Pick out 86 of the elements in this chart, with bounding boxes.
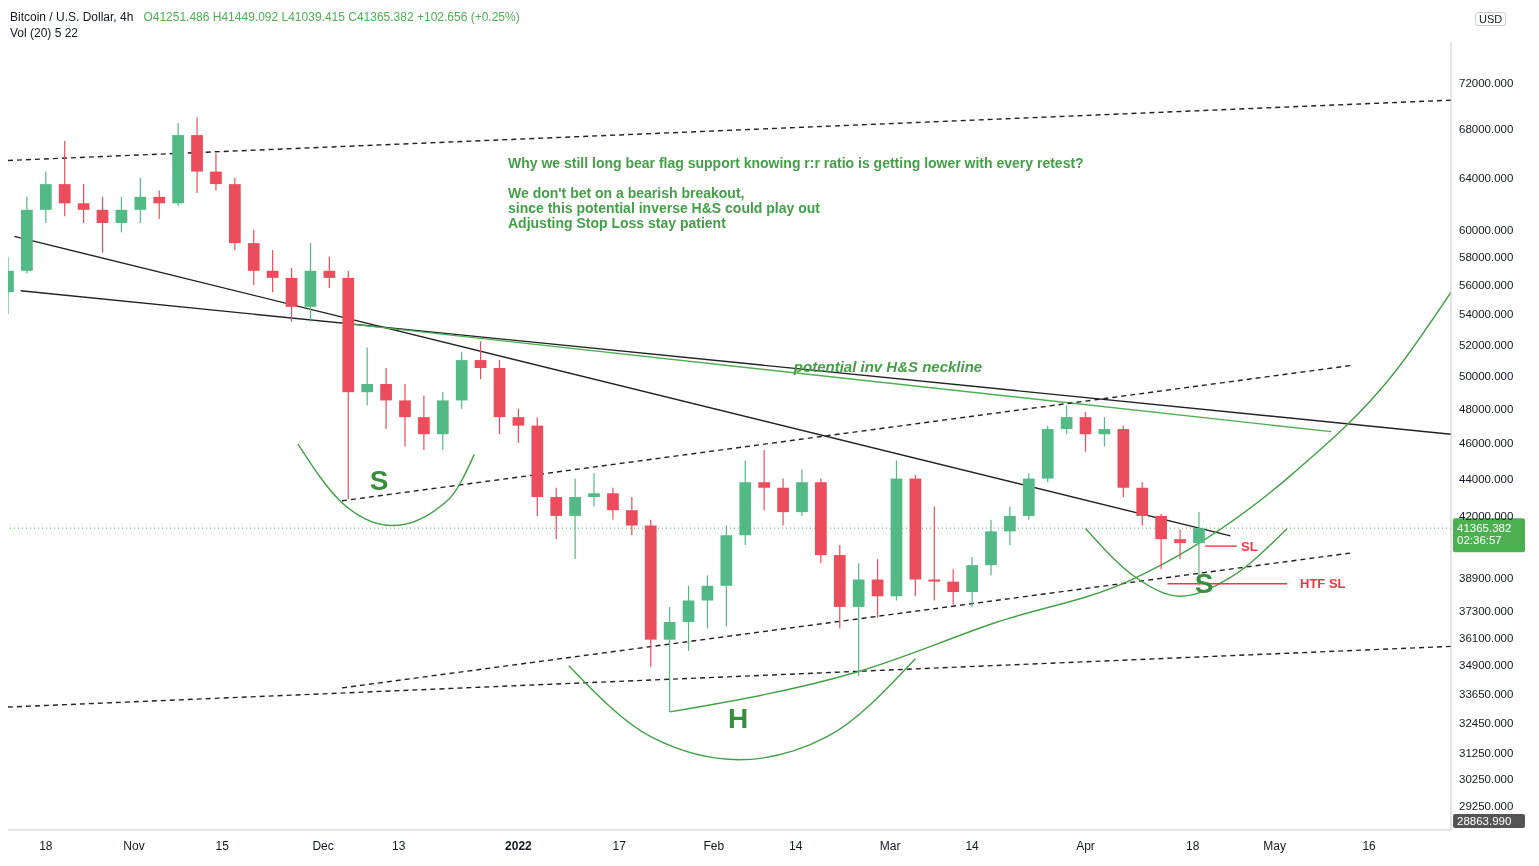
candlestick — [1098, 416, 1111, 447]
text: USD — [1475, 12, 1507, 26]
annotation: We don't bet on a bearish breakout, — [508, 185, 746, 201]
candlestick — [625, 496, 638, 536]
annotation: SL — [1241, 538, 1258, 554]
chart-title: Bitcoin / U.S. Dollar, 4h — [10, 10, 134, 24]
candlestick — [361, 346, 374, 407]
candlestick — [418, 394, 430, 451]
candlestick — [758, 449, 771, 511]
candlestick — [1079, 411, 1092, 453]
y-tick-label: 58000.000 — [1459, 250, 1514, 263]
x-tick-label: 13 — [392, 839, 406, 853]
x-tick-label: 14 — [965, 839, 980, 853]
candlestick — [871, 558, 884, 619]
y-tick-label: 31250.000 — [1459, 747, 1514, 760]
x-tick-label: 18 — [39, 839, 53, 853]
y-tick-label: 34900.000 — [1459, 658, 1514, 671]
candlestick — [134, 177, 147, 224]
annotation: S — [369, 465, 389, 496]
y-tick-label: 33650.000 — [1459, 687, 1514, 700]
y-tick-label: 36100.000 — [1459, 631, 1514, 644]
x-tick-label: Feb — [703, 839, 725, 853]
y-tick-label: 29250.000 — [1459, 800, 1514, 813]
text: Vol (20) 5 22 — [10, 26, 79, 40]
x-tick-label: 14 — [788, 839, 803, 853]
candlestick — [550, 487, 563, 540]
x-tick-label: May — [1263, 839, 1286, 853]
candlestick — [266, 249, 279, 293]
y-tick-label: 38900.000 — [1459, 571, 1514, 584]
candlestick — [153, 189, 166, 220]
y-tick-label: 44000.000 — [1459, 472, 1514, 485]
annotation: potential inv H&S neckline — [793, 357, 983, 375]
candlestick — [588, 472, 600, 508]
text: 28863.990 — [1453, 814, 1525, 828]
candlestick — [1004, 505, 1016, 546]
x-tick-label: 17 — [612, 839, 627, 853]
candlestick — [1155, 513, 1167, 570]
candlestick — [115, 196, 128, 233]
x-tick-label: Apr — [1076, 839, 1095, 853]
x-tick-label: 15 — [215, 839, 230, 853]
candlestick — [569, 477, 581, 560]
annotation: H — [727, 703, 749, 734]
y-tick-label: 54000.000 — [1459, 308, 1514, 321]
y-tick-label: 30250.000 — [1459, 773, 1514, 786]
candlestick — [512, 408, 525, 444]
y-tick-label: 48000.000 — [1459, 402, 1514, 415]
candlestick — [928, 505, 941, 602]
y-tick-label: 50000.000 — [1459, 370, 1514, 383]
candlestick — [77, 183, 90, 224]
candlestick — [323, 256, 336, 289]
annotation: since this potential inverse H&S could play out — [508, 200, 821, 216]
y-tick-label: 72000.000 — [1459, 77, 1514, 90]
annotation: HTF SL — [1300, 575, 1346, 591]
candlestick — [1060, 404, 1073, 435]
candlestick — [607, 487, 619, 521]
text: 02:36:57 — [1457, 534, 1502, 547]
y-tick-label: 64000.000 — [1459, 171, 1514, 184]
candlestick — [58, 140, 71, 217]
candlestick — [663, 606, 676, 713]
x-tick-label: 16 — [1362, 839, 1377, 853]
candlestick — [682, 585, 695, 652]
ref-line-label: 41365.382 — [1457, 522, 1512, 535]
candlestick — [210, 152, 222, 192]
line-series — [297, 443, 475, 527]
line-series — [568, 658, 917, 761]
candlestick — [947, 568, 960, 606]
y-tick-label: 60000.000 — [1459, 223, 1514, 236]
x-tick-label: Dec — [312, 839, 334, 853]
y-tick-label: 52000.000 — [1459, 338, 1514, 351]
x-tick-label: Mar — [879, 839, 901, 853]
y-tick-label: 46000.000 — [1459, 436, 1514, 449]
candlestick — [399, 383, 411, 447]
candlestick — [380, 367, 392, 430]
candlestick — [474, 340, 487, 380]
x-tick-label: Nov — [123, 839, 145, 853]
candlestick — [1174, 528, 1186, 560]
annotation: Why we still long bear flag support knowing r:r ratio is getting lower with every retest? — [508, 155, 1084, 171]
y-tick-label: 37300.000 — [1459, 605, 1514, 618]
annotation: Adjusting Stop Loss stay patient — [508, 215, 727, 231]
y-tick-label: 32450.000 — [1459, 717, 1514, 730]
candlestick — [96, 196, 109, 254]
y-tick-label: 56000.000 — [1459, 279, 1514, 292]
chart-subtitle: O41251.486 H41449.092 L41039.415 C41365.382 +102.656 (+0.25%) — [143, 10, 520, 24]
x-tick-label: 2022 — [505, 839, 533, 853]
y-tick-label: 68000.000 — [1459, 123, 1514, 136]
x-tick-label: 18 — [1185, 839, 1200, 853]
